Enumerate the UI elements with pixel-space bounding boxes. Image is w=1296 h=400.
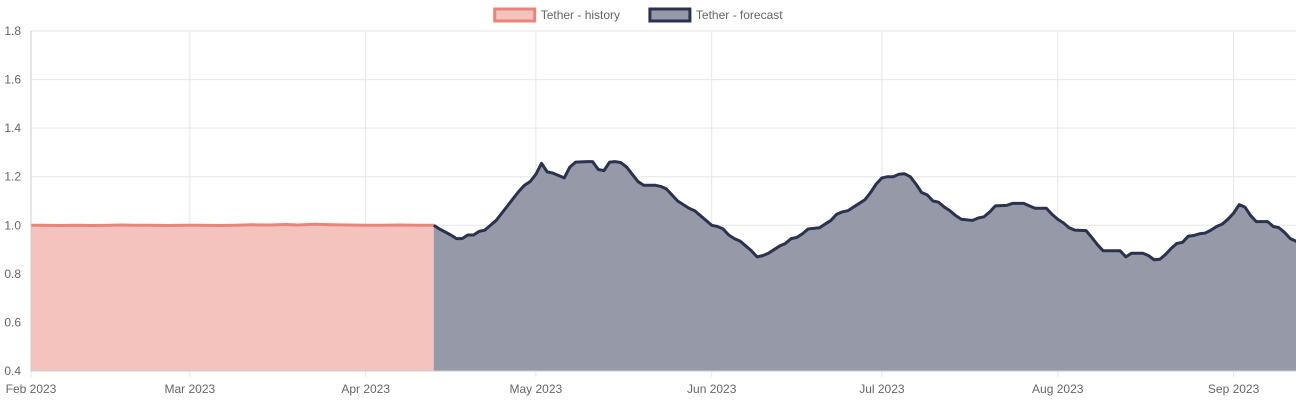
- legend-swatch: [493, 7, 537, 23]
- x-tick-label: Aug 2023: [1032, 382, 1084, 396]
- series-areas: [31, 161, 1296, 371]
- series-line-history: [31, 222, 434, 228]
- x-axis: Feb 2023 Mar 2023 Apr 2023 May 2023 Jun 2023…: [6, 370, 1296, 396]
- y-tick-label: 1.2: [4, 170, 21, 184]
- legend-item-history[interactable]: Tether - history: [493, 7, 620, 23]
- series-area-forecast: [433, 161, 1296, 371]
- y-tick-label: 0.6: [4, 315, 21, 329]
- y-tick-label: 1.8: [4, 24, 21, 38]
- series-line-forecast: [432, 160, 1296, 262]
- x-tick-label: Mar 2023: [164, 382, 215, 396]
- y-tick-label: 1.6: [4, 73, 21, 87]
- legend-item-forecast[interactable]: Tether - forecast: [648, 7, 783, 23]
- legend-swatch: [648, 7, 692, 23]
- legend[interactable]: Tether - history Tether - forecast: [493, 7, 784, 23]
- y-tick-label: 0.8: [4, 267, 21, 281]
- x-tick-label: Sep 2023: [1208, 382, 1260, 396]
- series-area-history: [31, 224, 434, 371]
- x-tick-label: Jun 2023: [687, 382, 737, 396]
- x-tick-label: Feb 2023: [6, 382, 57, 396]
- x-tick-label: Jul 2023: [859, 382, 905, 396]
- legend-label: Tether - history: [541, 8, 620, 22]
- y-tick-label: 1.0: [4, 218, 21, 232]
- legend-label: Tether - forecast: [696, 8, 783, 22]
- series-lines: [31, 160, 1296, 262]
- y-tick-label: 0.4: [4, 364, 21, 378]
- y-tick-label: 1.4: [4, 121, 21, 135]
- y-axis: 0.4 0.6 0.8 1.0 1.2 1.4 1.6 1.8: [4, 24, 32, 378]
- x-tick-label: Apr 2023: [341, 382, 390, 396]
- x-tick-label: May 2023: [510, 382, 563, 396]
